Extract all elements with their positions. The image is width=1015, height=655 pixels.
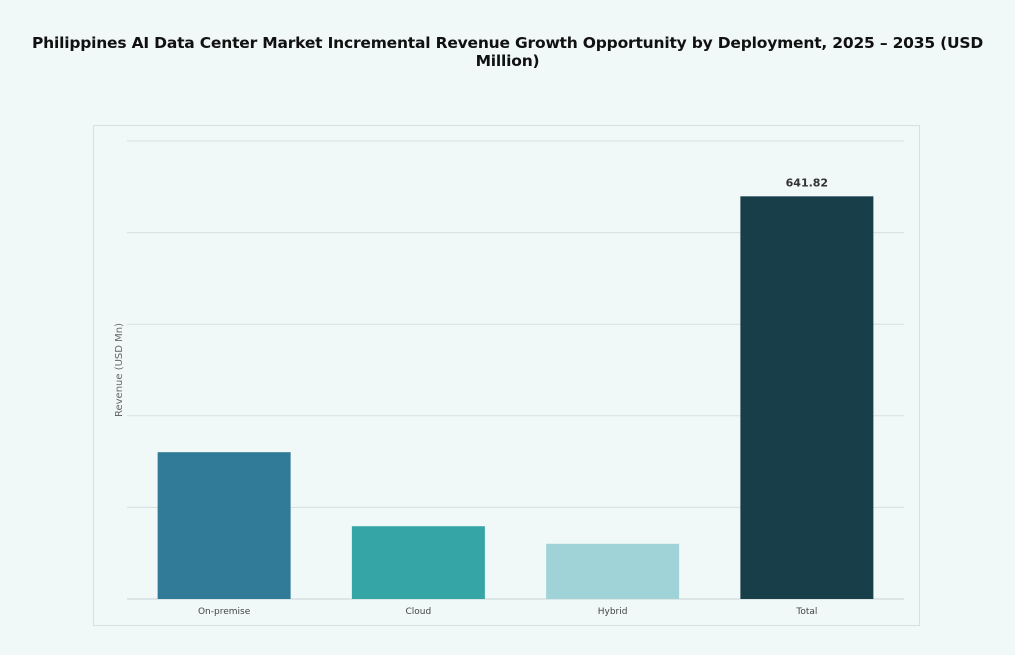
- y-axis-label: Revenue (USD Mn): [114, 323, 125, 417]
- x-tick-label: Cloud: [406, 607, 432, 617]
- chart-frame: [93, 125, 920, 626]
- x-tick-label: Total: [795, 607, 817, 617]
- x-tick-label: Hybrid: [598, 607, 628, 617]
- chart-title: Philippines AI Data Center Market Increm…: [31, 34, 984, 70]
- bar-total: [740, 196, 874, 599]
- data-label: 641.82: [786, 176, 828, 189]
- bar-on-premise: [157, 452, 291, 599]
- bar-hybrid: [546, 543, 680, 599]
- bar-cloud: [351, 526, 485, 599]
- x-tick-label: On-premise: [198, 607, 251, 617]
